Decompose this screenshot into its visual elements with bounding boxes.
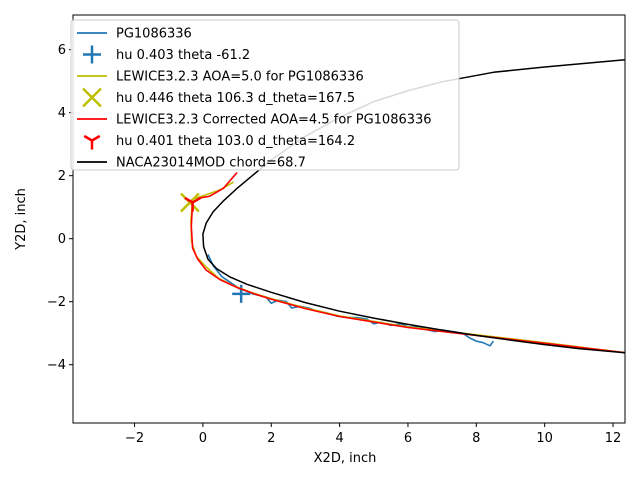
legend-entry-label: hu 0.401 theta 103.0 d_theta=164.2 <box>116 134 355 149</box>
ticks-layer: −2 0 2 4 6 8 10 12 −4 −2 0 2 4 6 <box>47 43 621 446</box>
plot-frame <box>72 14 626 424</box>
x-tick-label: 12 <box>605 431 622 446</box>
legend-entry-label: PG1086336 <box>116 27 192 42</box>
y-tick-label: 4 <box>58 106 66 121</box>
legend-swatch-marker <box>83 45 101 64</box>
y-tick-label: 6 <box>58 43 66 58</box>
x-tick-label: 0 <box>199 431 207 446</box>
legend-entry-label: LEWICE3.2.3 Corrected AOA=4.5 for PG1086… <box>116 113 432 128</box>
legend-entry-label: hu 0.403 theta -61.2 <box>116 48 250 63</box>
legend-entry-label: LEWICE3.2.3 AOA=5.0 for PG1086336 <box>116 70 364 85</box>
legend: PG1086336 hu 0.403 theta -61.2 LEWICE3.2.3… <box>70 19 460 171</box>
series-marker-5 <box>184 196 202 212</box>
legend-entry-label: NACA23014MOD chord=68.7 <box>116 156 306 171</box>
series-marker-1 <box>232 284 251 303</box>
y-tick-label: 2 <box>58 169 66 184</box>
x-axis-label: X2D, inch <box>314 451 377 466</box>
x-tick-label: 4 <box>335 431 343 446</box>
legend-swatch-marker <box>82 87 102 108</box>
series-line-4 <box>190 171 625 354</box>
y-tick-label: 0 <box>58 232 66 247</box>
y-tick-label: −2 <box>47 295 66 310</box>
x-tick-label: −2 <box>125 431 144 446</box>
x-tick-label: 10 <box>536 431 553 446</box>
x-tick-label: 6 <box>404 431 412 446</box>
legend-swatch-marker <box>83 134 101 150</box>
y-axis-label: Y2D, inch <box>14 188 29 251</box>
x-tick-label: 8 <box>472 431 480 446</box>
x-tick-label: 2 <box>267 431 275 446</box>
legend-entry-label: hu 0.446 theta 106.3 d_theta=167.5 <box>116 91 355 106</box>
legend-box <box>70 19 460 171</box>
series-marker-3 <box>180 192 200 213</box>
y-tick-label: −4 <box>47 358 66 373</box>
